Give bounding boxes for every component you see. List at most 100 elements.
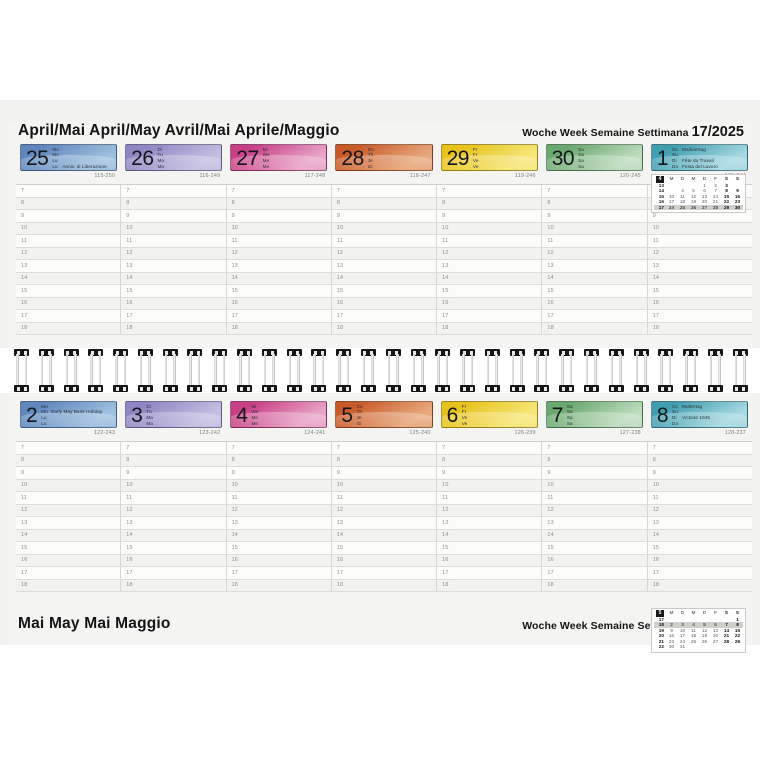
mini-day-cell[interactable]: 11: [691, 627, 696, 633]
hour-slot[interactable]: 15: [16, 542, 121, 555]
hour-slot[interactable]: 13: [437, 260, 542, 273]
hour-slot[interactable]: 8: [121, 197, 226, 210]
mini-week-row[interactable]: 22 30 31: [654, 644, 743, 650]
mini-day-cell[interactable]: 12: [690, 193, 697, 199]
day-column[interactable]: 4 Mi We Me Me 124-241: [226, 401, 331, 439]
day-column[interactable]: 25 Mo Mo Lu Lu Anniv. di Liberazione 115-250: [16, 144, 121, 182]
mini-day-cell[interactable]: 27: [699, 204, 710, 211]
hour-slot[interactable]: 13: [226, 260, 331, 273]
mini-day-cell[interactable]: 10: [668, 193, 675, 199]
hour-slot[interactable]: 14: [542, 529, 647, 542]
hour-slot[interactable]: 16: [437, 297, 542, 310]
day-header-1[interactable]: 1 So Maifeiertag Su Di Fête du Travail Do Festa…: [650, 144, 748, 171]
mini-day-cell[interactable]: 30: [668, 644, 675, 650]
mini-day-cell[interactable]: 16: [734, 193, 741, 199]
hour-slot[interactable]: 7: [437, 185, 542, 198]
hour-slot[interactable]: 11: [542, 492, 647, 505]
hour-slot[interactable]: 15: [226, 542, 331, 555]
mini-day-cell[interactable]: 28: [723, 638, 730, 644]
hour-slot[interactable]: 17: [647, 310, 752, 323]
mini-day-cell[interactable]: 30: [732, 204, 743, 211]
day-header-7[interactable]: 7 Sa Sa Sa Sa: [545, 401, 643, 428]
hour-slot[interactable]: 9: [226, 467, 331, 480]
hour-slot[interactable]: 9: [542, 210, 647, 223]
hour-slot[interactable]: 9: [16, 210, 121, 223]
hour-slot[interactable]: 11: [226, 492, 331, 505]
mini-day-cell[interactable]: 10: [679, 627, 686, 633]
hour-slot[interactable]: 14: [542, 272, 647, 285]
mini-week-row[interactable]: 20 16 17 18 19 20 21 22: [654, 633, 743, 639]
hour-slot[interactable]: 14: [331, 529, 437, 542]
hour-slot[interactable]: 9: [121, 210, 226, 223]
hour-slot[interactable]: 14: [647, 272, 752, 285]
mini-day-cell[interactable]: 2: [666, 622, 677, 628]
mini-day-cell[interactable]: 8: [725, 188, 728, 194]
mini-week-row[interactable]: 21 23 24 25 26 27 28 29: [654, 639, 743, 645]
hour-slot[interactable]: 7: [542, 185, 647, 198]
hour-slot[interactable]: 8: [226, 197, 331, 210]
hour-slot[interactable]: 8: [647, 454, 752, 467]
mini-day-cell[interactable]: 2: [714, 182, 717, 188]
hour-slot[interactable]: 10: [16, 222, 121, 235]
hour-slot[interactable]: 9: [437, 467, 542, 480]
hour-slot[interactable]: 12: [16, 504, 121, 517]
hour-slot[interactable]: 18: [437, 579, 542, 592]
day-column[interactable]: 5 Do Th Je Gi 125-240: [331, 401, 436, 439]
hour-slot[interactable]: 8: [331, 454, 437, 467]
mini-day-cell[interactable]: 8: [732, 622, 743, 628]
hour-slot[interactable]: 13: [226, 517, 331, 530]
mini-calendar-april[interactable]: 4 M D M D F S S 13 1 2 3 14 4 5 6 7 8 9 15 10 11 12 13 14 15 16 16 1…: [651, 174, 746, 214]
hour-slot[interactable]: 14: [437, 529, 542, 542]
hour-slot[interactable]: 11: [542, 235, 647, 248]
hour-slot[interactable]: 17: [647, 567, 752, 580]
hour-slot[interactable]: 17: [331, 310, 437, 323]
mini-day-cell[interactable]: 25: [690, 638, 697, 644]
day-column[interactable]: 6 Fr Fr Ve Ve 126-239: [437, 401, 542, 439]
hour-slot[interactable]: 12: [437, 247, 542, 260]
hour-slot[interactable]: 17: [437, 567, 542, 580]
hour-slot[interactable]: 16: [437, 554, 542, 567]
hour-slot[interactable]: 8: [542, 454, 647, 467]
hour-slot[interactable]: 17: [16, 567, 121, 580]
day-column[interactable]: 29 Fr Fr Ve Ve 119-246: [437, 144, 542, 182]
mini-day-cell[interactable]: 13: [701, 193, 708, 199]
hour-slot[interactable]: 18: [331, 579, 437, 592]
mini-day-cell[interactable]: 24: [666, 204, 677, 211]
hour-slot[interactable]: 7: [16, 442, 121, 455]
mini-day-cell[interactable]: 5: [692, 188, 695, 194]
mini-day-cell[interactable]: 12: [701, 627, 708, 633]
hour-slot[interactable]: 14: [331, 272, 437, 285]
hour-slot[interactable]: 18: [437, 322, 542, 335]
hour-slot[interactable]: 9: [226, 210, 331, 223]
hour-slot[interactable]: 15: [16, 285, 121, 298]
hour-slot[interactable]: 10: [542, 479, 647, 492]
hour-slot[interactable]: 16: [542, 297, 647, 310]
hour-slot[interactable]: 18: [226, 579, 331, 592]
hour-slot[interactable]: 10: [121, 222, 226, 235]
hour-slot[interactable]: 11: [647, 492, 752, 505]
day-header-6[interactable]: 6 Fr Fr Ve Ve: [440, 401, 538, 428]
hour-slot[interactable]: 17: [226, 310, 331, 323]
hour-slot[interactable]: 16: [331, 297, 437, 310]
hour-slot[interactable]: 7: [437, 442, 542, 455]
mini-day-cell[interactable]: [710, 644, 721, 650]
hour-slot[interactable]: 12: [16, 247, 121, 260]
hour-slot[interactable]: 12: [542, 504, 647, 517]
day-column[interactable]: 2 Mo Mo Early May Bank Holiday Lu Lu 122-243: [16, 401, 121, 439]
mini-day-cell[interactable]: 15: [734, 627, 741, 633]
hour-slot[interactable]: 17: [226, 567, 331, 580]
hour-slot[interactable]: 7: [542, 442, 647, 455]
day-column[interactable]: 27 Mi We Me Me 117-248: [226, 144, 331, 182]
hour-slot[interactable]: 14: [437, 272, 542, 285]
hour-slot[interactable]: 13: [121, 260, 226, 273]
hour-slot[interactable]: 12: [331, 247, 437, 260]
hour-slot[interactable]: 17: [542, 567, 647, 580]
mini-day-cell[interactable]: 22: [734, 633, 741, 639]
hour-slot[interactable]: 11: [437, 492, 542, 505]
mini-day-cell[interactable]: 18: [679, 199, 686, 205]
hour-slot[interactable]: 18: [542, 322, 647, 335]
hour-slot[interactable]: 17: [121, 310, 226, 323]
hour-slot[interactable]: 17: [121, 567, 226, 580]
day-column[interactable]: 26 Di Tu Ma Ma 116-249: [121, 144, 226, 182]
hour-slot[interactable]: 16: [16, 554, 121, 567]
